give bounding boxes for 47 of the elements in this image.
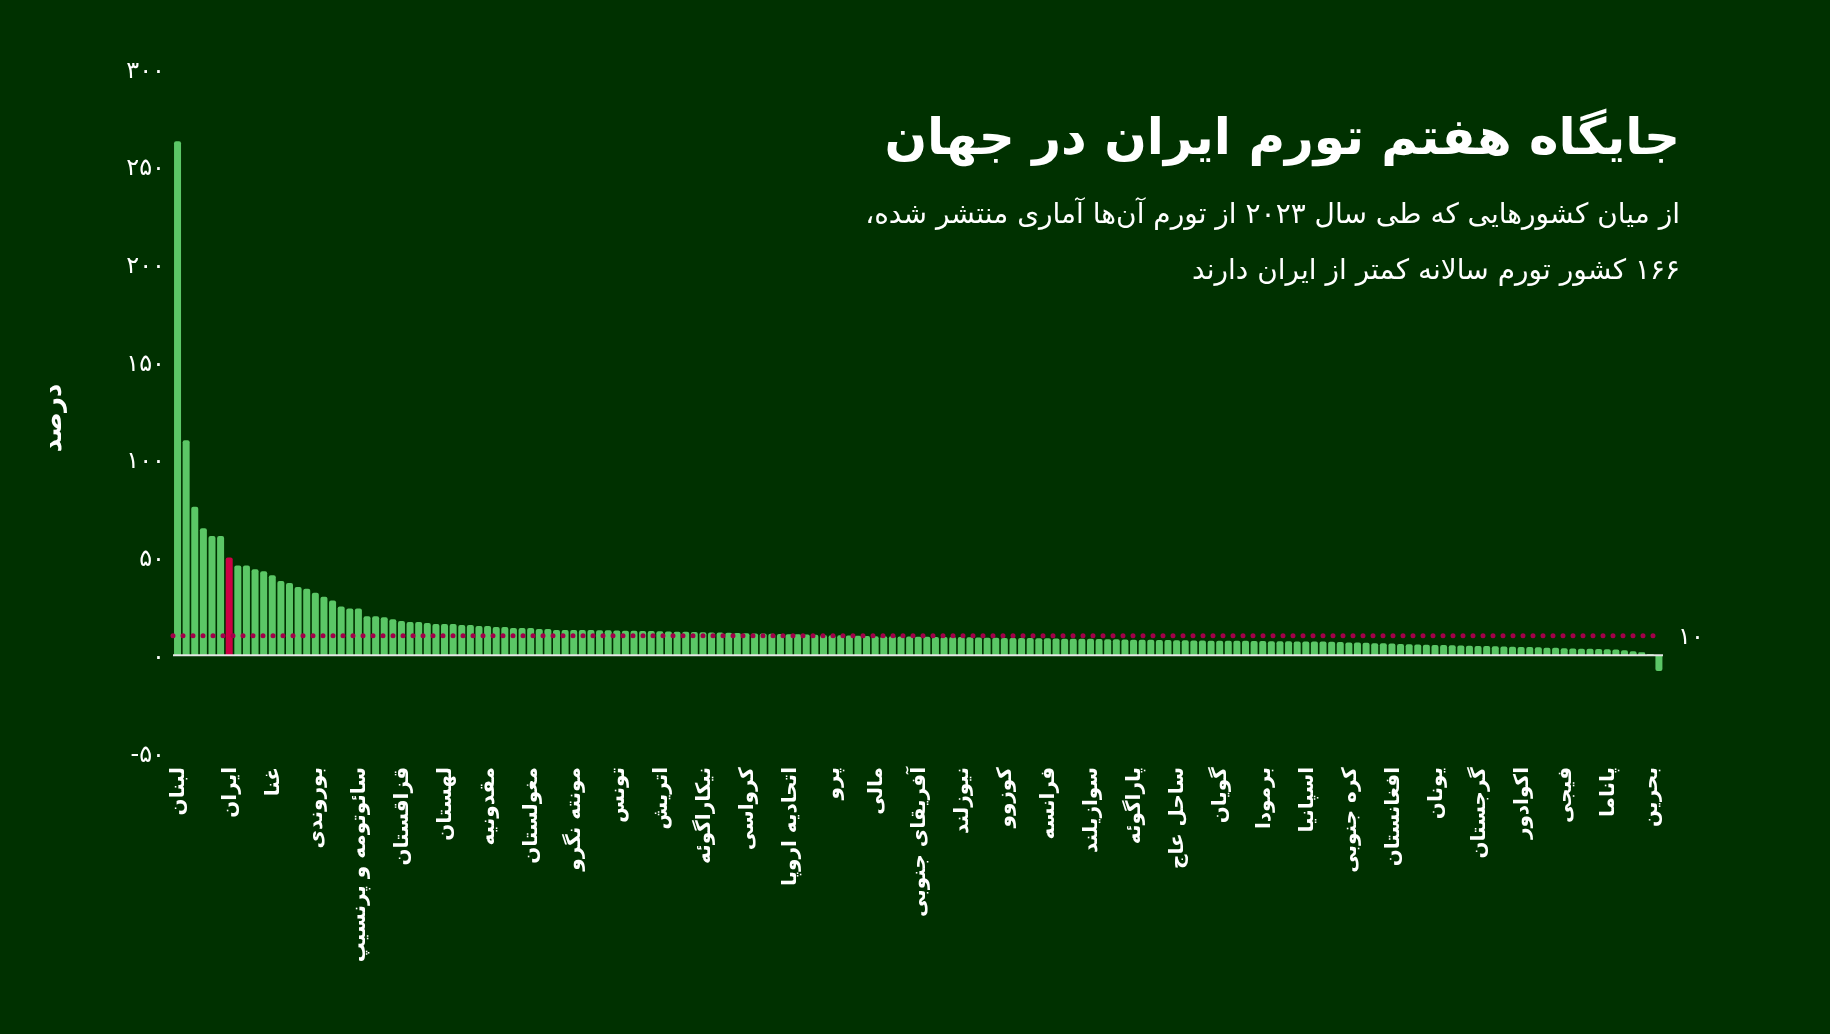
x-tick-label: پرو (819, 767, 845, 801)
x-tick-label: آفریقای جنوبی (905, 765, 930, 917)
y-tick-label: ۳۰۰ (126, 55, 165, 84)
x-tick-label: ساحل عاج (1164, 767, 1189, 869)
x-tick-label: مغولستان (518, 767, 543, 864)
x-tick-label: سوازیلند (1078, 767, 1103, 853)
x-tick-label: گرجستان (1465, 766, 1490, 859)
x-tick-label: کرواسی (733, 766, 758, 851)
x-tick-label: لبنان (165, 767, 190, 816)
x-tick-label: اسپانیا (1293, 767, 1319, 833)
x-tick-label: اکوادور (1508, 767, 1533, 841)
y-tick-label: ۰ (152, 641, 165, 670)
text: از میان کشورهایی که طی سال ۲۰۲۳ از تورم آن‌ها آماری منتشر شده، ۱۶۶ کشور تورم سالانه کمتر از ایران دارند (865, 196, 1680, 288)
x-tick-label: قزاقستان (389, 767, 414, 866)
x-tick-label: غنا (260, 767, 285, 797)
x-tick-label: برمودا (1250, 767, 1275, 829)
x-tick-label: نیکاراگوئه (690, 767, 715, 864)
ref-line-label: ۱۰ (1678, 622, 1704, 651)
y-tick-label: ۲۰۰ (126, 250, 165, 279)
x-tick-label: مونته نگرو (561, 767, 586, 872)
x-tick-label: پاراگوئه (1121, 767, 1147, 845)
x-tick-label: اتحادیه اروپا (776, 767, 802, 886)
x-tick-label: بحرین (1638, 767, 1663, 827)
x-tick-label: بوروندی (303, 767, 328, 849)
x-tick-label: گویان (1207, 766, 1232, 824)
y-tick-label: ۱۵۰ (126, 348, 165, 377)
x-tick-label: اتریش (647, 767, 672, 830)
x-tick-label: کوزوو (992, 766, 1017, 829)
x-tick-label: مالی (862, 767, 887, 815)
x-tick-label: افغانستان (1379, 767, 1404, 867)
y-tick-label: ۵۰ (139, 544, 165, 573)
x-tick-label: کره جنوبی (1336, 766, 1361, 873)
y-tick-label: -۵۰ (130, 739, 165, 768)
x-tick-label: نیوزلند (949, 767, 974, 834)
x-tick-label: فرانسه (1035, 767, 1060, 840)
y-tick-label: ۱۰۰ (126, 446, 165, 475)
x-tick-label: پاناما (1595, 767, 1621, 817)
x-tick-label: ایران (216, 767, 241, 818)
y-tick-label: ۲۵۰ (126, 153, 165, 182)
x-tick-label: یونان (1422, 767, 1447, 820)
x-tick-label: سائوتومه و پرنسیپ (346, 767, 372, 963)
text: جایگاه هفتم تورم ایران در جهان (883, 108, 1680, 166)
y-axis-title: درصد (37, 383, 67, 453)
x-tick-label: لهستان (432, 767, 457, 841)
x-tick-label: مقدونیه (475, 767, 500, 846)
x-tick-label: تونس (604, 767, 629, 823)
x-tick-label: فیجی (1551, 767, 1576, 823)
